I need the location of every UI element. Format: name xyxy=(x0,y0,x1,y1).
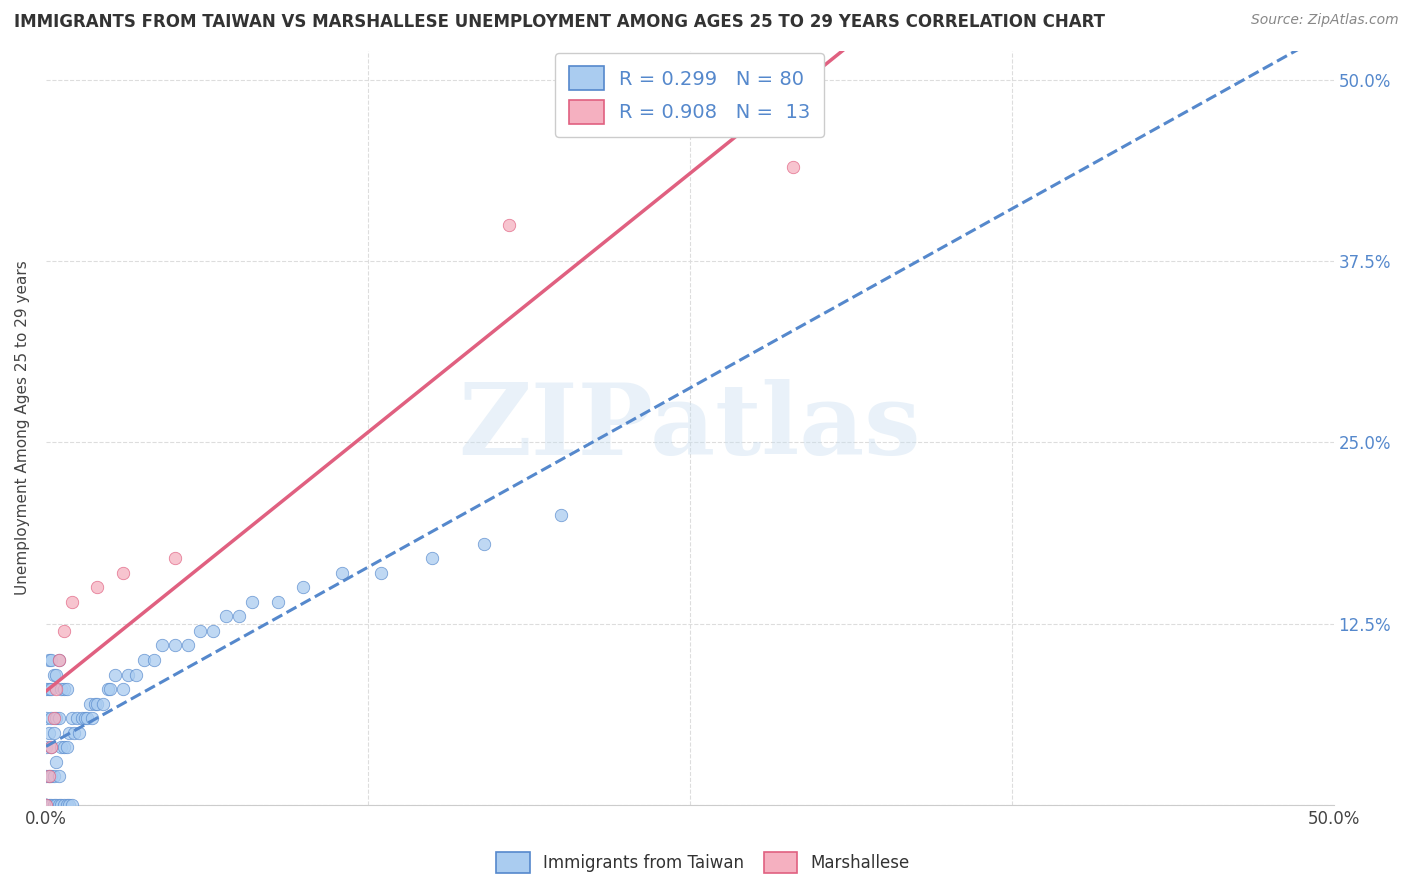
Point xyxy=(125,667,148,681)
Point xyxy=(51,681,73,696)
Point xyxy=(60,595,83,609)
Point xyxy=(39,739,62,754)
Point xyxy=(112,566,135,580)
Point xyxy=(420,551,443,566)
Point xyxy=(42,798,65,813)
Point xyxy=(58,725,80,739)
Point xyxy=(45,711,67,725)
Legend: R = 0.299   N = 80, R = 0.908   N =  13: R = 0.299 N = 80, R = 0.908 N = 13 xyxy=(555,53,824,137)
Point xyxy=(39,798,62,813)
Point xyxy=(55,798,77,813)
Point xyxy=(472,537,495,551)
Point xyxy=(97,681,120,696)
Y-axis label: Unemployment Among Ages 25 to 29 years: Unemployment Among Ages 25 to 29 years xyxy=(15,260,30,595)
Point xyxy=(98,681,121,696)
Point xyxy=(330,566,353,580)
Point xyxy=(39,681,62,696)
Point xyxy=(267,595,290,609)
Point xyxy=(35,798,58,813)
Point xyxy=(53,739,76,754)
Point xyxy=(35,798,58,813)
Point xyxy=(76,711,98,725)
Point xyxy=(143,653,166,667)
Point xyxy=(48,653,70,667)
Point xyxy=(53,624,76,638)
Point xyxy=(112,681,135,696)
Point xyxy=(163,639,186,653)
Point xyxy=(53,681,76,696)
Point xyxy=(70,711,93,725)
Point xyxy=(202,624,225,638)
Point xyxy=(60,798,83,813)
Point xyxy=(292,581,315,595)
Point xyxy=(176,639,198,653)
Point xyxy=(104,667,127,681)
Point xyxy=(38,653,60,667)
Point xyxy=(163,551,186,566)
Point xyxy=(35,798,58,813)
Point xyxy=(42,711,65,725)
Point xyxy=(45,755,67,769)
Point xyxy=(38,725,60,739)
Legend: Immigrants from Taiwan, Marshallese: Immigrants from Taiwan, Marshallese xyxy=(489,846,917,880)
Point xyxy=(45,681,67,696)
Point xyxy=(79,697,101,711)
Point xyxy=(39,711,62,725)
Point xyxy=(60,711,83,725)
Point xyxy=(215,609,238,624)
Point xyxy=(42,725,65,739)
Point xyxy=(150,639,173,653)
Point xyxy=(48,711,70,725)
Point xyxy=(35,798,58,813)
Text: Source: ZipAtlas.com: Source: ZipAtlas.com xyxy=(1251,13,1399,28)
Point xyxy=(86,697,108,711)
Point xyxy=(58,798,80,813)
Point xyxy=(782,160,804,174)
Point xyxy=(240,595,263,609)
Point xyxy=(48,653,70,667)
Point xyxy=(86,581,108,595)
Point xyxy=(35,798,58,813)
Point xyxy=(53,798,76,813)
Point xyxy=(83,697,105,711)
Point xyxy=(51,739,73,754)
Text: IMMIGRANTS FROM TAIWAN VS MARSHALLESE UNEMPLOYMENT AMONG AGES 25 TO 29 YEARS COR: IMMIGRANTS FROM TAIWAN VS MARSHALLESE UN… xyxy=(14,13,1105,31)
Point xyxy=(69,725,91,739)
Point xyxy=(38,798,60,813)
Point xyxy=(38,681,60,696)
Point xyxy=(63,725,86,739)
Point xyxy=(42,769,65,783)
Point xyxy=(35,769,58,783)
Point xyxy=(190,624,212,638)
Point xyxy=(228,609,250,624)
Point xyxy=(48,769,70,783)
Point xyxy=(82,711,104,725)
Point xyxy=(42,667,65,681)
Point xyxy=(35,711,58,725)
Point xyxy=(498,218,520,232)
Text: ZIPatlas: ZIPatlas xyxy=(458,379,921,476)
Point xyxy=(48,798,70,813)
Point xyxy=(550,508,572,522)
Point xyxy=(132,653,155,667)
Point xyxy=(55,681,77,696)
Point xyxy=(51,798,73,813)
Point xyxy=(38,769,60,783)
Point xyxy=(45,667,67,681)
Point xyxy=(35,798,58,813)
Point xyxy=(35,739,58,754)
Point xyxy=(39,653,62,667)
Point xyxy=(73,711,96,725)
Point xyxy=(45,798,67,813)
Point xyxy=(38,769,60,783)
Point xyxy=(117,667,139,681)
Point xyxy=(66,711,89,725)
Point xyxy=(35,798,58,813)
Point xyxy=(55,739,77,754)
Point xyxy=(35,681,58,696)
Point xyxy=(39,739,62,754)
Point xyxy=(91,697,114,711)
Point xyxy=(39,769,62,783)
Point xyxy=(370,566,392,580)
